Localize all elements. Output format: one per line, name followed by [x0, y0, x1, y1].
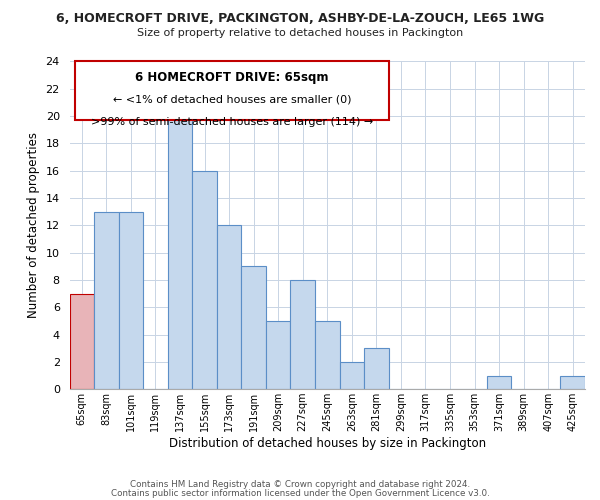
Bar: [560, 376, 585, 389]
Text: Contains public sector information licensed under the Open Government Licence v3: Contains public sector information licen…: [110, 488, 490, 498]
Text: Size of property relative to detached houses in Packington: Size of property relative to detached ho…: [137, 28, 463, 38]
Bar: [364, 348, 389, 389]
Bar: [315, 321, 340, 389]
Bar: [266, 321, 290, 389]
FancyBboxPatch shape: [74, 62, 389, 120]
Text: ← <1% of detached houses are smaller (0): ← <1% of detached houses are smaller (0): [113, 94, 351, 104]
Bar: [168, 116, 192, 389]
X-axis label: Distribution of detached houses by size in Packington: Distribution of detached houses by size …: [169, 437, 486, 450]
Text: Contains HM Land Registry data © Crown copyright and database right 2024.: Contains HM Land Registry data © Crown c…: [130, 480, 470, 489]
Bar: [290, 280, 315, 389]
Y-axis label: Number of detached properties: Number of detached properties: [27, 132, 40, 318]
Bar: [119, 212, 143, 389]
Bar: [217, 226, 241, 389]
Bar: [70, 294, 94, 389]
Bar: [241, 266, 266, 389]
Text: >99% of semi-detached houses are larger (114) →: >99% of semi-detached houses are larger …: [91, 117, 373, 127]
Bar: [340, 362, 364, 389]
Text: 6 HOMECROFT DRIVE: 65sqm: 6 HOMECROFT DRIVE: 65sqm: [135, 72, 329, 85]
Text: 6, HOMECROFT DRIVE, PACKINGTON, ASHBY-DE-LA-ZOUCH, LE65 1WG: 6, HOMECROFT DRIVE, PACKINGTON, ASHBY-DE…: [56, 12, 544, 26]
Bar: [487, 376, 511, 389]
Bar: [192, 170, 217, 389]
Bar: [94, 212, 119, 389]
